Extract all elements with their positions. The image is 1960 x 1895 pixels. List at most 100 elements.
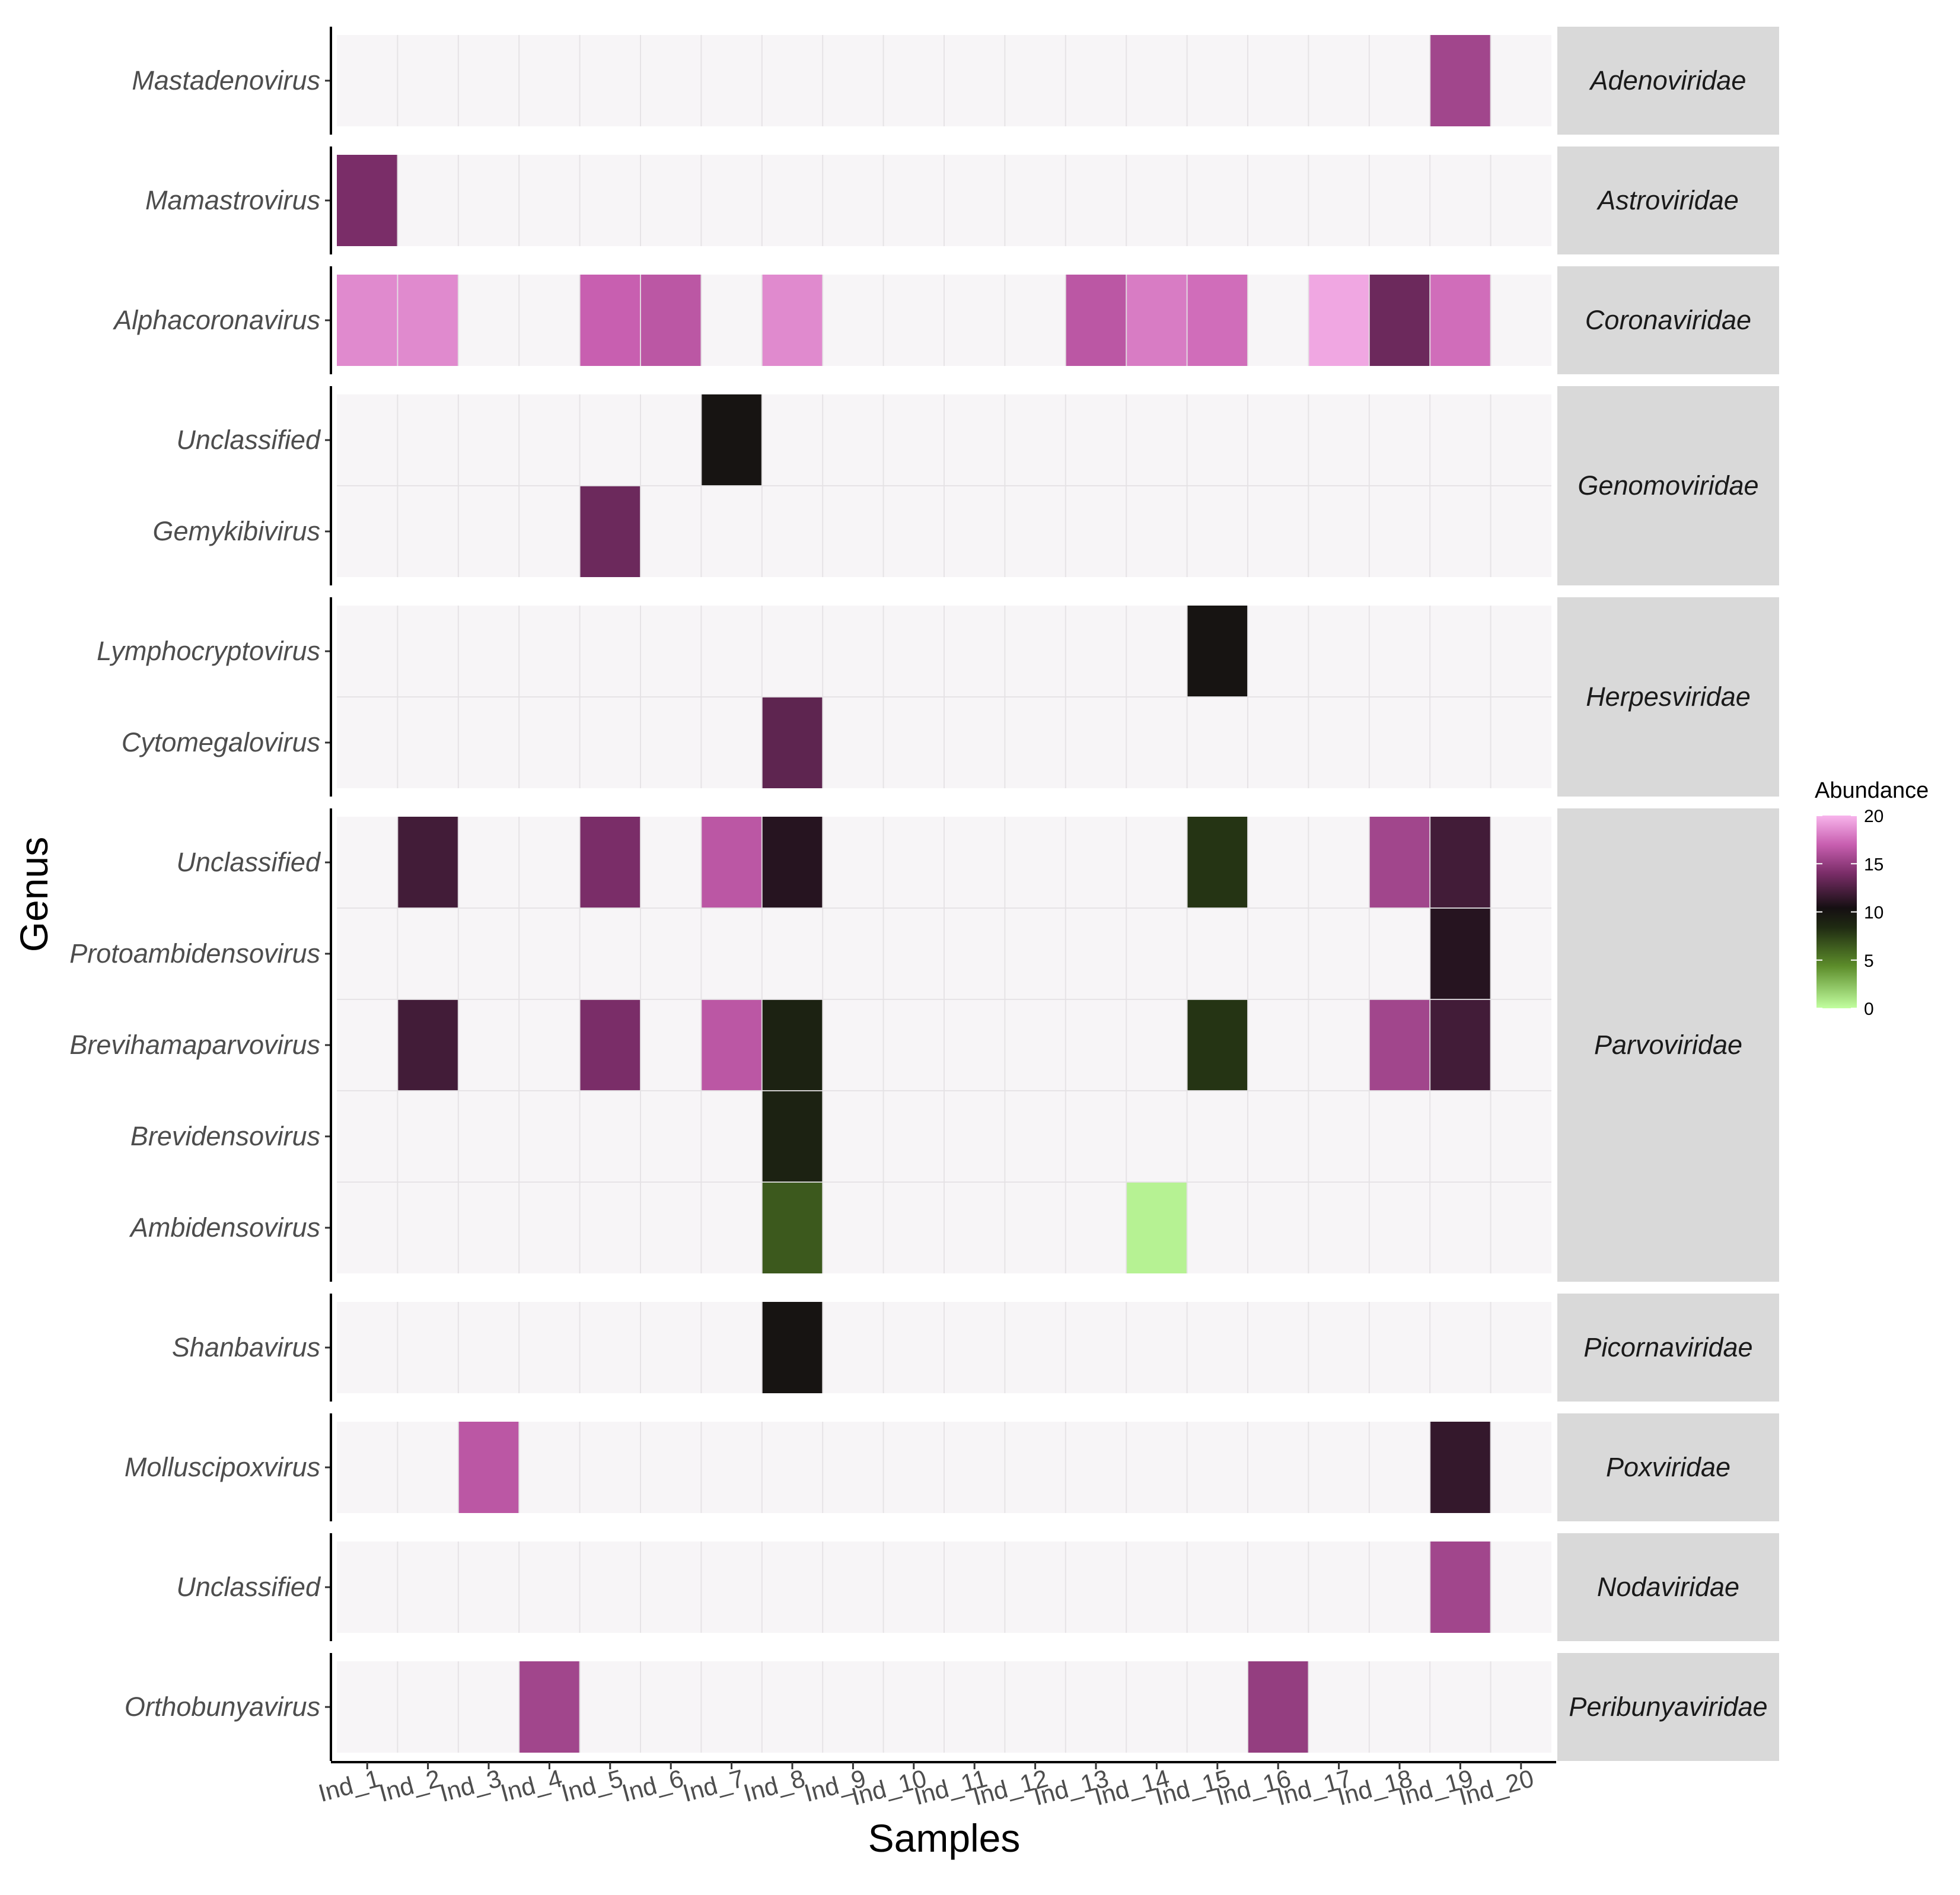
panel-genomoviridae: Unclassified Gemykibivirus Genomoviridae xyxy=(152,386,1779,585)
panel-adenoviridae: Mastadenovirus Adenoviridae xyxy=(132,27,1779,135)
family-label: Picornaviridae xyxy=(1583,1332,1752,1362)
heatmap-cell xyxy=(761,1091,823,1182)
legend-tick-label: 5 xyxy=(1864,951,1874,971)
heatmap-cell xyxy=(640,275,702,366)
genus-label: Protoambidensovirus xyxy=(69,938,320,969)
heatmap-cell xyxy=(579,275,640,366)
heatmap-cell xyxy=(1308,275,1369,366)
genus-label: Brevidensovirus xyxy=(130,1121,320,1151)
facet-strip xyxy=(1557,1653,1779,1761)
family-label: Herpesviridae xyxy=(1586,681,1751,712)
heatmap-cell xyxy=(1430,275,1491,366)
genus-label: Ambidensovirus xyxy=(129,1212,320,1243)
heatmap-cell xyxy=(397,999,458,1091)
y-axis-title: Genus xyxy=(12,837,56,952)
heatmap-cell xyxy=(1187,275,1248,366)
panel-peribunyaviridae: Orthobunyavirus Peribunyaviridae xyxy=(125,1653,1779,1761)
legend-tick-label: 15 xyxy=(1864,855,1883,874)
family-label: Nodaviridae xyxy=(1597,1572,1739,1602)
family-label: Parvoviridae xyxy=(1594,1030,1742,1060)
genus-label: Lymphocryptovirus xyxy=(97,636,320,666)
family-label: Genomoviridae xyxy=(1577,470,1758,501)
heatmap-cell xyxy=(579,486,640,577)
panel-astroviridae: Mamastrovirus Astroviridae xyxy=(145,146,1779,254)
panel-nodaviridae: Unclassified Nodaviridae xyxy=(176,1533,1779,1641)
heatmap-cell xyxy=(1187,999,1248,1091)
genus-label: Cytomegalovirus xyxy=(122,727,320,757)
panel-herpesviridae: Lymphocryptovirus Cytomegalovirus Herpesvi… xyxy=(97,597,1779,797)
heatmap-cell xyxy=(1430,1422,1491,1513)
heatmap-cell xyxy=(337,155,398,246)
facet-strip xyxy=(1557,808,1779,1282)
heatmap-cell xyxy=(701,394,762,486)
genus-label: Mamastrovirus xyxy=(145,185,320,215)
genus-label: Unclassified xyxy=(176,1572,321,1602)
heatmap-cell xyxy=(1187,817,1248,908)
heatmap-cell xyxy=(761,697,823,788)
legend-colorbar xyxy=(1816,816,1857,1008)
heatmap-cell xyxy=(1430,999,1491,1091)
genus-label: Orthobunyavirus xyxy=(125,1692,320,1722)
facet-strip xyxy=(1557,1533,1779,1641)
heatmap-cell xyxy=(1430,908,1491,999)
genus-label: Unclassified xyxy=(176,847,321,877)
heatmap-cell xyxy=(761,1182,823,1273)
family-label: Coronaviridae xyxy=(1585,305,1751,335)
heatmap-cell xyxy=(1430,35,1491,126)
heatmap-cell xyxy=(1065,275,1127,366)
facet-strip xyxy=(1557,266,1779,374)
heatmap-cell xyxy=(761,817,823,908)
facet-strip xyxy=(1557,146,1779,254)
heatmap-cell xyxy=(1430,817,1491,908)
heatmap-cell xyxy=(1248,1661,1309,1753)
genus-label: Brevihamaparvovirus xyxy=(69,1030,320,1060)
heatmap-cell xyxy=(701,999,762,1091)
heatmap-cell xyxy=(397,275,458,366)
family-label: Astroviridae xyxy=(1596,185,1739,215)
heatmap-cell xyxy=(1369,999,1430,1091)
panel-poxviridae: Molluscipoxvirus Poxviridae xyxy=(125,1413,1779,1521)
family-label: Poxviridae xyxy=(1606,1452,1730,1482)
heatmap-cell xyxy=(761,1302,823,1393)
panel-parvoviridae: Unclassified Protoambidensovirus Brevihama… xyxy=(69,808,1779,1282)
legend-tick-label: 0 xyxy=(1864,999,1874,1019)
panels: Mastadenovirus Adenoviridae Mamastrovirus A… xyxy=(69,27,1779,1761)
legend-title: Abundance xyxy=(1815,778,1929,803)
panel-coronaviridae: Alphacoronavirus Coronaviridae xyxy=(112,266,1779,374)
facet-strip xyxy=(1557,1294,1779,1402)
x-axis-title: Samples xyxy=(868,1816,1021,1860)
heatmap-cell xyxy=(1369,275,1430,366)
heatmap-cell xyxy=(1126,275,1187,366)
heatmap-cell xyxy=(458,1422,520,1513)
heatmap-cell xyxy=(761,275,823,366)
heatmap-cell xyxy=(579,999,640,1091)
legend-tick-label: 20 xyxy=(1864,807,1883,826)
heatmap-cell xyxy=(337,275,398,366)
genus-label: Shanbavirus xyxy=(172,1332,320,1362)
facet-strip xyxy=(1557,27,1779,135)
heatmap-cell xyxy=(761,999,823,1091)
heatmap-cell xyxy=(701,817,762,908)
genus-label: Mastadenovirus xyxy=(132,65,320,95)
genus-label: Unclassified xyxy=(176,425,321,455)
heatmap-cell xyxy=(519,1661,580,1753)
heatmap-cell xyxy=(1369,817,1430,908)
genus-label: Alphacoronavirus xyxy=(112,305,320,335)
heatmap-cell xyxy=(1430,1542,1491,1633)
legend-tick-label: 10 xyxy=(1864,903,1883,923)
heatmap-cell xyxy=(1187,606,1248,697)
facet-strip xyxy=(1557,386,1779,585)
genus-label: Molluscipoxvirus xyxy=(125,1452,320,1482)
family-label: Adenoviridae xyxy=(1589,65,1747,95)
heatmap-cell xyxy=(1126,1182,1187,1273)
genus-label: Gemykibivirus xyxy=(152,516,320,546)
family-label: Peribunyaviridae xyxy=(1569,1692,1767,1722)
panel-picornaviridae: Shanbavirus Picornaviridae xyxy=(172,1294,1779,1402)
legend: Abundance 20 15 10 5 0 xyxy=(1815,778,1929,1019)
facet-strip xyxy=(1557,1413,1779,1521)
heatmap-cell xyxy=(397,817,458,908)
heatmap-cell xyxy=(579,817,640,908)
facet-strip xyxy=(1557,597,1779,797)
